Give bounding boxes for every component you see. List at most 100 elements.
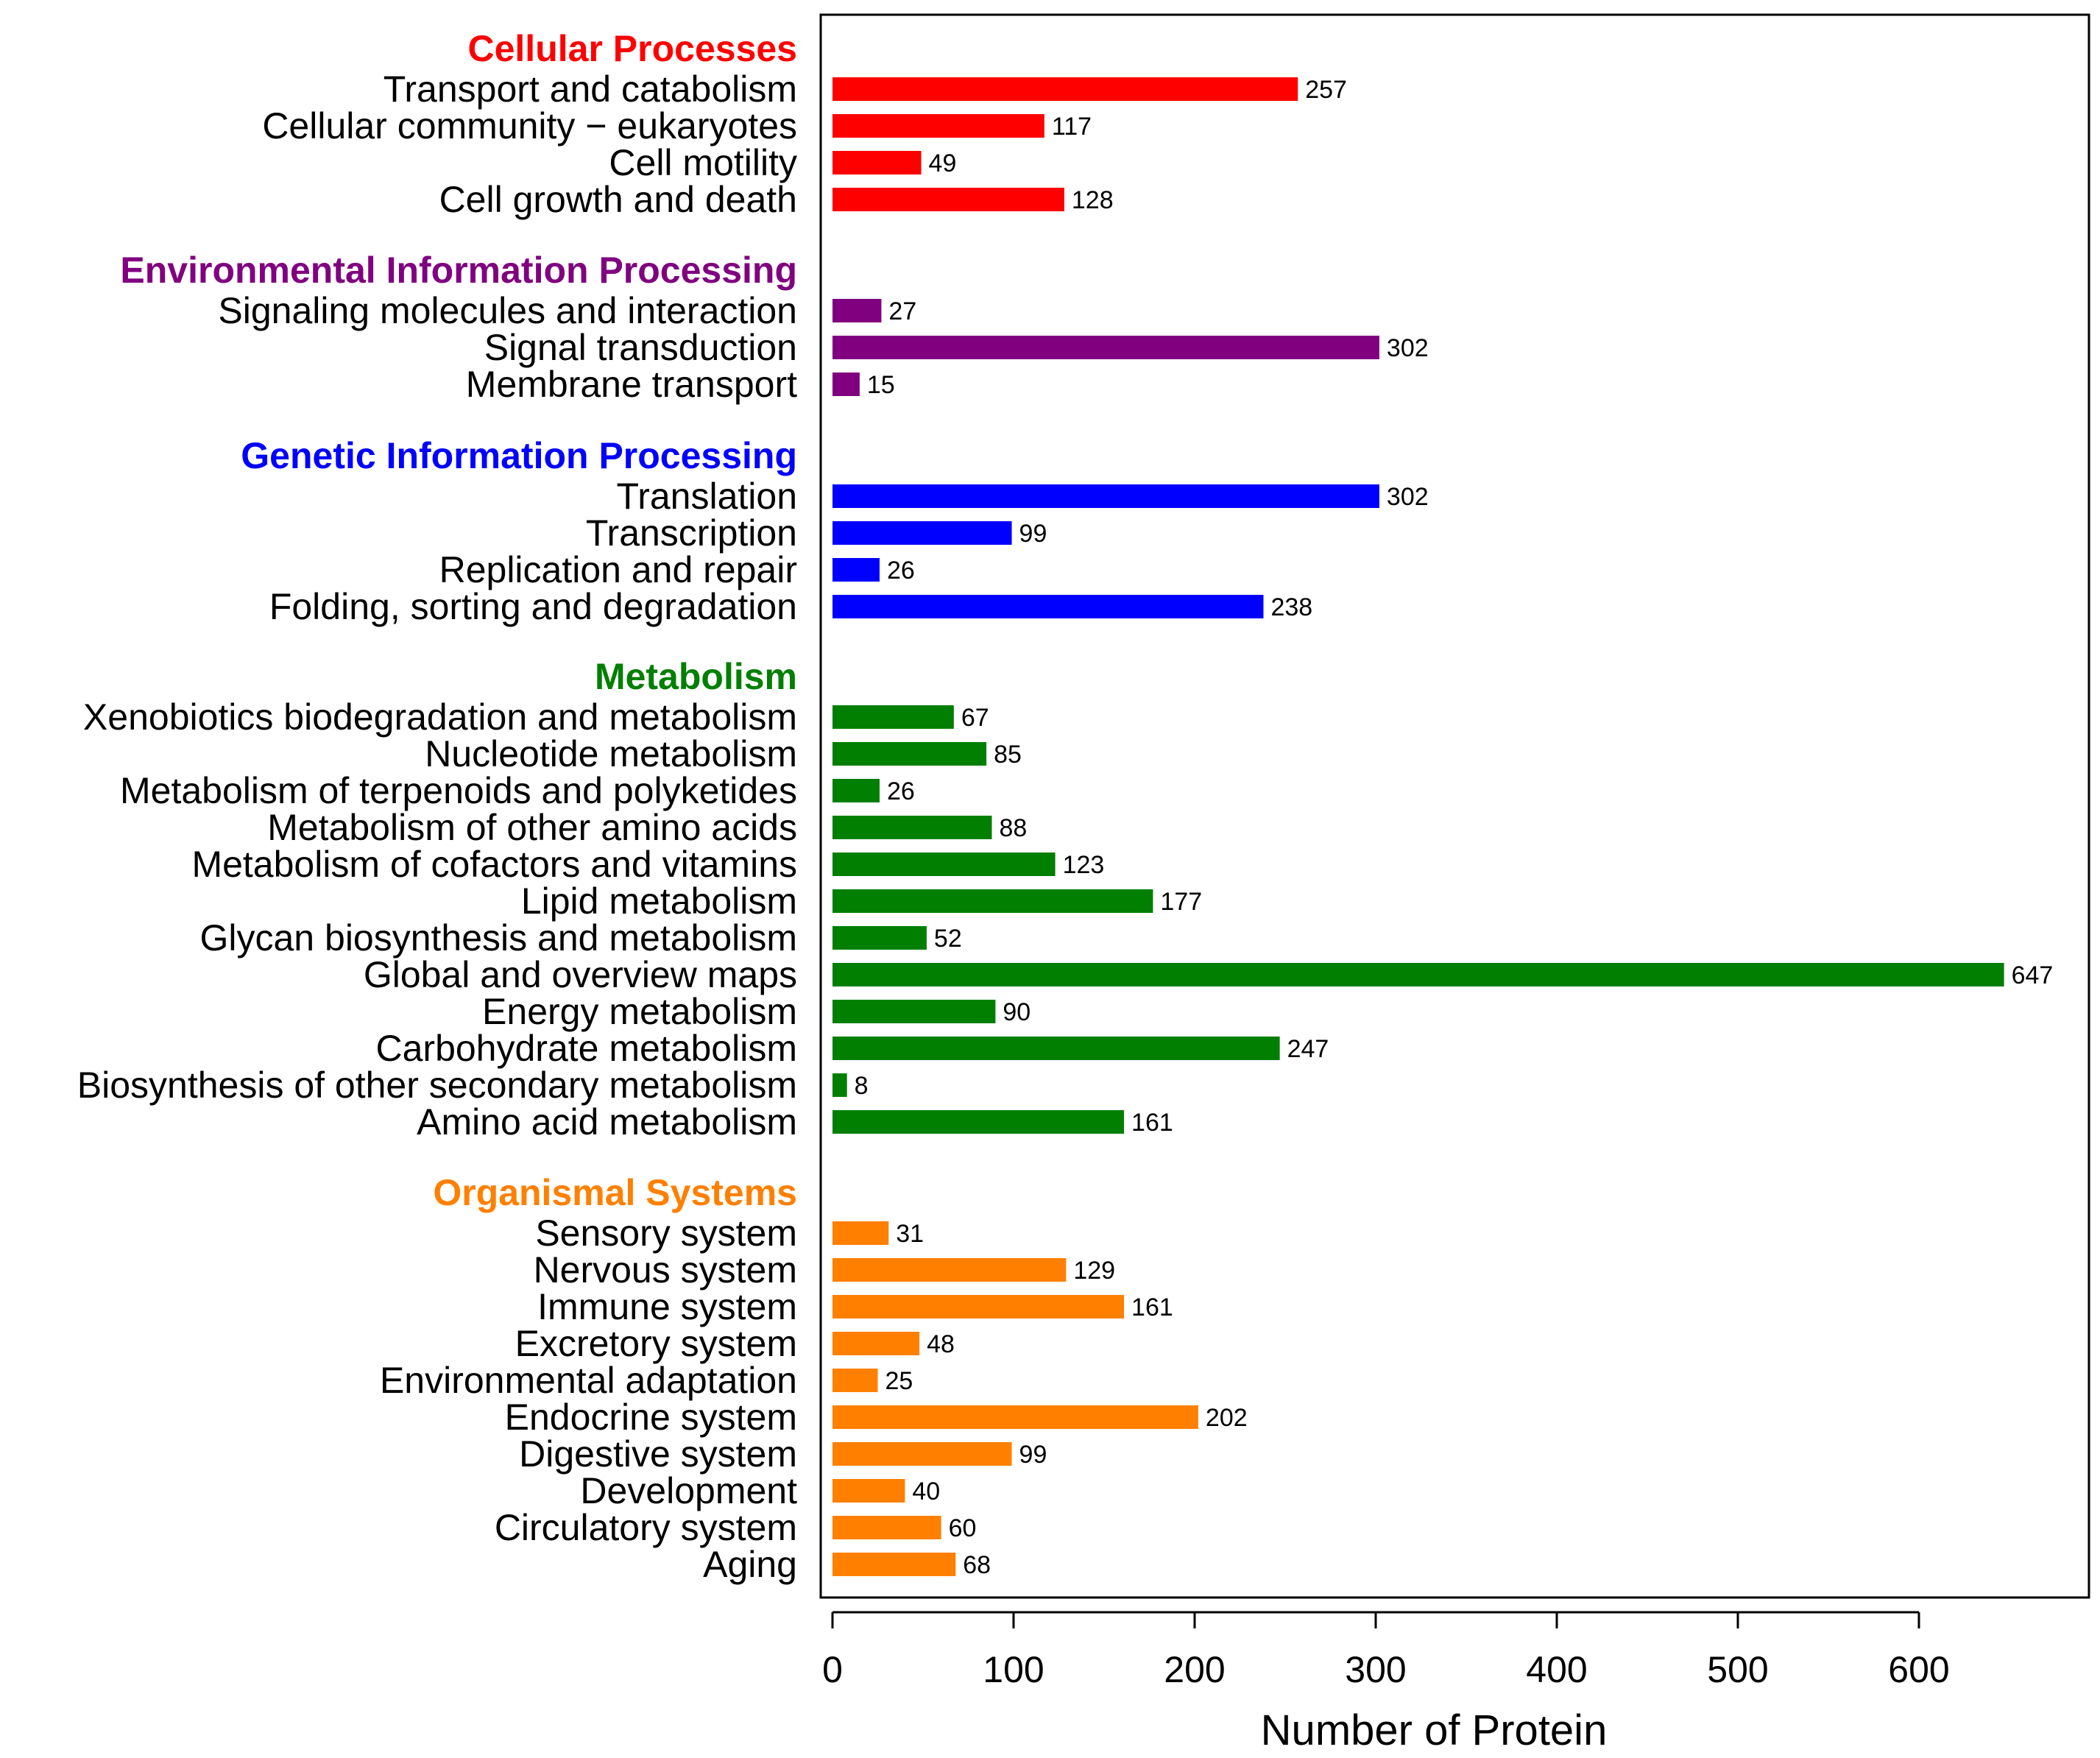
group-header-organismal-systems: Organismal Systems <box>433 1172 797 1213</box>
bar-global-and-overview-maps <box>832 963 2004 986</box>
category-label-signal-transduction: Signal transduction <box>484 327 797 368</box>
value-label-environmental-adaptation: 25 <box>885 1367 913 1395</box>
bar-metabolism-of-terpenoids-and-polyketides <box>832 779 880 802</box>
bar-translation <box>832 484 1379 508</box>
bar-xenobiotics-biodegradation-and-metabolism <box>832 705 954 729</box>
value-label-energy-metabolism: 90 <box>1003 998 1030 1026</box>
category-label-environmental-adaptation: Environmental adaptation <box>380 1360 797 1401</box>
value-label-digestive-system: 99 <box>1019 1441 1047 1469</box>
category-label-carbohydrate-metabolism: Carbohydrate metabolism <box>376 1028 798 1069</box>
bar-metabolism-of-cofactors-and-vitamins <box>832 852 1056 876</box>
category-label-metabolism-of-cofactors-and-vitamins: Metabolism of cofactors and vitamins <box>191 844 797 885</box>
value-label-signaling-molecules-and-interaction: 27 <box>888 297 916 325</box>
category-label-cell-motility: Cell motility <box>609 142 797 183</box>
category-label-energy-metabolism: Energy metabolism <box>482 991 797 1032</box>
x-tick-label-400: 400 <box>1526 1649 1587 1690</box>
category-label-transcription: Transcription <box>586 512 797 554</box>
bar-amino-acid-metabolism <box>832 1110 1125 1134</box>
category-label-aging: Aging <box>703 1544 797 1585</box>
bar-biosynthesis-of-other-secondary-metabolism <box>832 1073 847 1097</box>
bar-environmental-adaptation <box>832 1369 878 1392</box>
value-label-metabolism-of-terpenoids-and-polyketides: 26 <box>887 777 915 805</box>
bar-excretory-system <box>832 1332 920 1355</box>
category-label-sensory-system: Sensory system <box>535 1212 797 1254</box>
category-label-biosynthesis-of-other-secondary-metabolism: Biosynthesis of other secondary metaboli… <box>77 1065 797 1106</box>
plot-frame <box>819 13 2090 1599</box>
category-label-metabolism-of-other-amino-acids: Metabolism of other amino acids <box>267 807 797 848</box>
value-label-nucleotide-metabolism: 85 <box>994 741 1022 769</box>
value-label-amino-acid-metabolism: 161 <box>1131 1109 1173 1137</box>
value-label-development: 40 <box>912 1478 940 1505</box>
category-label-development: Development <box>580 1470 797 1511</box>
bar-membrane-transport <box>832 373 860 396</box>
bar-lipid-metabolism <box>832 889 1153 913</box>
value-label-glycan-biosynthesis-and-metabolism: 52 <box>934 925 962 953</box>
value-label-xenobiotics-biodegradation-and-metabolism: 67 <box>961 704 989 732</box>
bar-immune-system <box>832 1295 1125 1318</box>
bar-metabolism-of-other-amino-acids <box>832 816 992 839</box>
value-label-transcription: 99 <box>1019 520 1047 548</box>
bar-signal-transduction <box>832 336 1379 359</box>
bar-digestive-system <box>832 1442 1012 1466</box>
value-label-immune-system: 161 <box>1131 1293 1173 1321</box>
value-label-translation: 302 <box>1387 483 1429 511</box>
value-label-circulatory-system: 60 <box>949 1514 977 1542</box>
x-tick-label-300: 300 <box>1345 1649 1406 1690</box>
bar-nervous-system <box>832 1258 1067 1282</box>
group-header-genetic-information-processing: Genetic Information Processing <box>241 435 797 476</box>
group-header-metabolism: Metabolism <box>595 656 797 697</box>
category-label-folding-sorting-and-degradation: Folding, sorting and degradation <box>269 586 797 627</box>
category-label-signaling-molecules-and-interaction: Signaling molecules and interaction <box>218 290 797 331</box>
category-label-lipid-metabolism: Lipid metabolism <box>521 880 797 922</box>
value-label-metabolism-of-cofactors-and-vitamins: 123 <box>1063 851 1105 879</box>
bar-transcription <box>832 521 1012 545</box>
bar-carbohydrate-metabolism <box>832 1037 1280 1060</box>
bar-development <box>832 1479 905 1503</box>
value-label-carbohydrate-metabolism: 247 <box>1287 1035 1329 1063</box>
bar-cell-motility <box>832 151 922 174</box>
bar-aging <box>832 1553 956 1576</box>
x-tick-label-200: 200 <box>1164 1649 1225 1690</box>
value-label-endocrine-system: 202 <box>1206 1404 1248 1432</box>
value-label-replication-and-repair: 26 <box>887 557 915 585</box>
value-label-cell-growth-and-death: 128 <box>1072 186 1114 214</box>
category-label-amino-acid-metabolism: Amino acid metabolism <box>417 1101 797 1143</box>
bar-signaling-molecules-and-interaction <box>832 299 882 322</box>
bar-nucleotide-metabolism <box>832 742 987 766</box>
value-label-metabolism-of-other-amino-acids: 88 <box>999 814 1027 842</box>
category-label-circulatory-system: Circulatory system <box>495 1507 797 1548</box>
bar-circulatory-system <box>832 1516 941 1539</box>
category-label-cellular-community-eukaryotes: Cellular community − eukaryotes <box>262 105 797 146</box>
bars-layer <box>832 77 2004 1576</box>
value-label-biosynthesis-of-other-secondary-metabolism: 8 <box>855 1072 869 1100</box>
category-label-endocrine-system: Endocrine system <box>505 1397 797 1438</box>
bar-endocrine-system <box>832 1405 1198 1429</box>
category-label-transport-and-catabolism: Transport and catabolism <box>383 68 797 110</box>
category-label-cell-growth-and-death: Cell growth and death <box>439 179 797 220</box>
bar-cell-growth-and-death <box>832 188 1064 211</box>
x-tick-label-600: 600 <box>1888 1649 1949 1690</box>
group-header-cellular-processes: Cellular Processes <box>468 28 798 69</box>
category-label-replication-and-repair: Replication and repair <box>439 549 797 590</box>
value-label-cellular-community-eukaryotes: 117 <box>1052 113 1092 141</box>
value-label-global-and-overview-maps: 647 <box>2012 961 2054 989</box>
category-label-nucleotide-metabolism: Nucleotide metabolism <box>425 733 797 774</box>
value-label-signal-transduction: 302 <box>1387 334 1429 362</box>
value-label-transport-and-catabolism: 257 <box>1305 76 1347 104</box>
category-label-glycan-biosynthesis-and-metabolism: Glycan biosynthesis and metabolism <box>200 917 798 959</box>
category-label-metabolism-of-terpenoids-and-polyketides: Metabolism of terpenoids and polyketides <box>120 770 797 811</box>
bar-transport-and-catabolism <box>832 77 1298 101</box>
value-label-aging: 68 <box>963 1551 991 1579</box>
x-tick-label-500: 500 <box>1707 1649 1768 1690</box>
x-tick-label-0: 0 <box>822 1649 843 1690</box>
bar-folding-sorting-and-degradation <box>832 595 1264 618</box>
value-label-membrane-transport: 15 <box>867 371 895 399</box>
category-label-immune-system: Immune system <box>537 1286 797 1327</box>
category-label-global-and-overview-maps: Global and overview maps <box>364 954 797 995</box>
category-label-nervous-system: Nervous system <box>534 1249 797 1291</box>
bar-cellular-community-eukaryotes <box>832 114 1044 138</box>
category-label-translation: Translation <box>617 476 797 517</box>
bar-replication-and-repair <box>832 558 880 582</box>
